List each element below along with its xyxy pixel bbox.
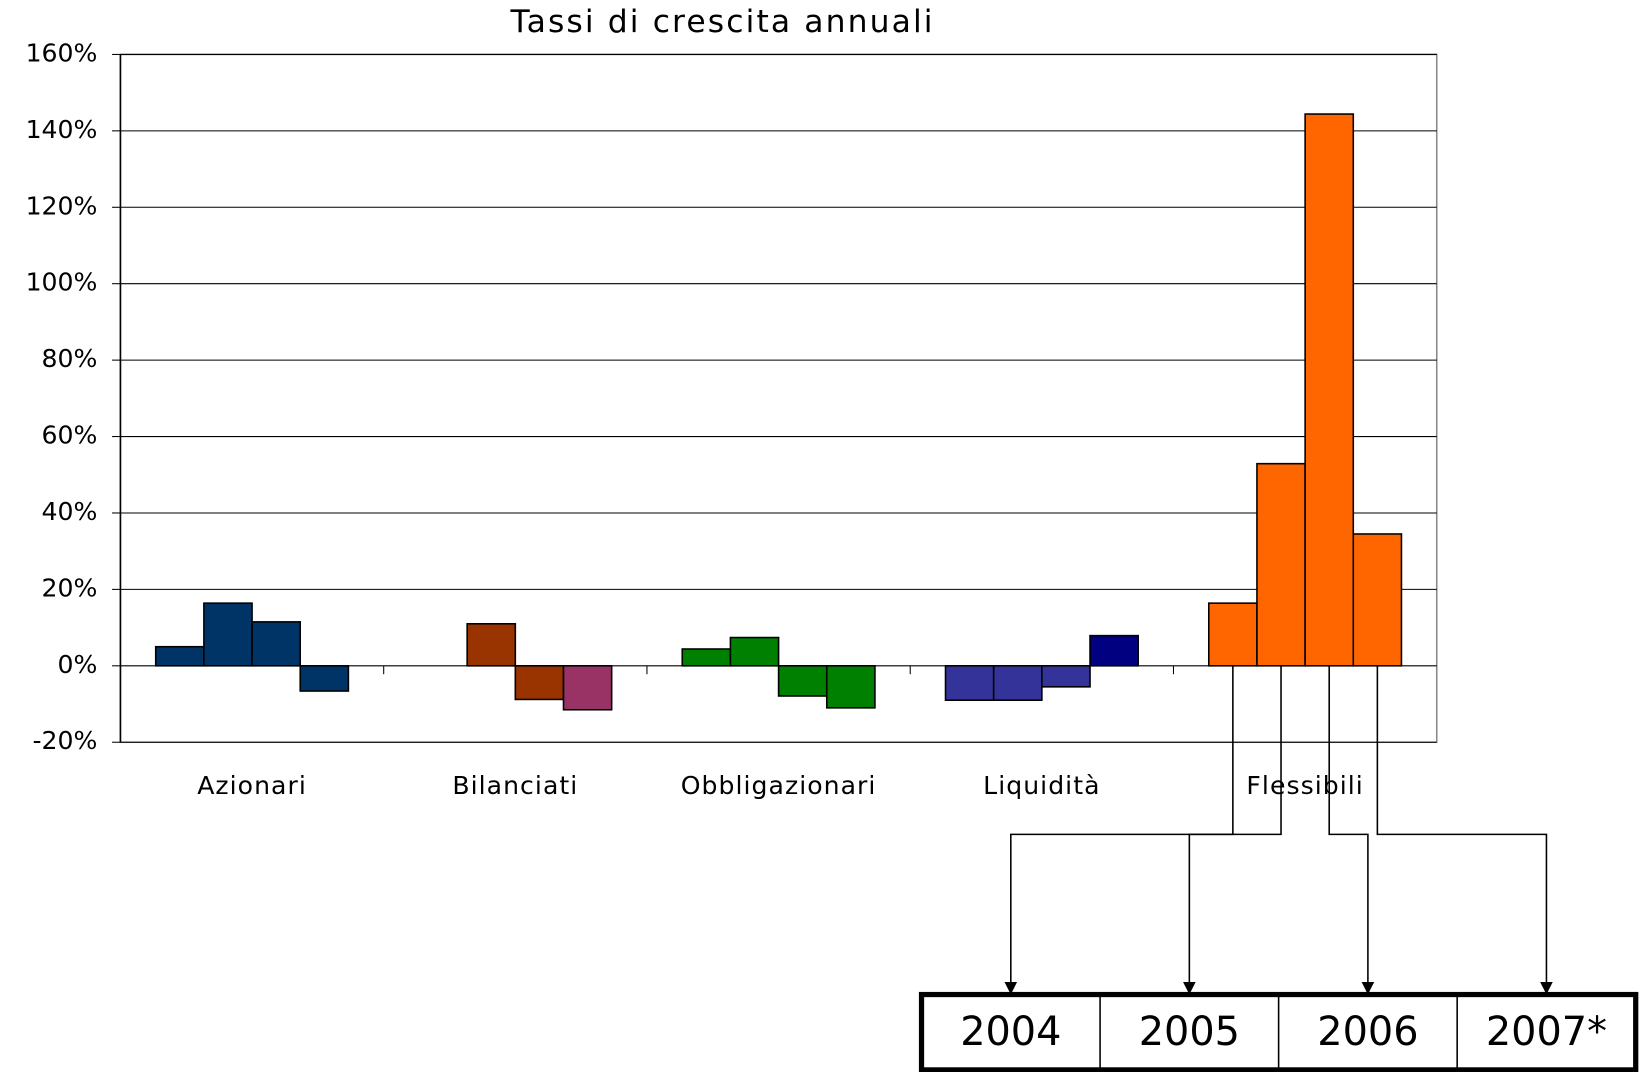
y-tick-label: 40% <box>42 497 98 526</box>
arrow-head <box>1004 981 1018 995</box>
legend-label: 2005 <box>1139 1009 1240 1055</box>
legend-label: 2004 <box>960 1009 1061 1055</box>
arrow-head <box>1183 981 1196 995</box>
x-tick-label: Azionari <box>197 771 307 800</box>
legend-arrow <box>1376 665 1548 987</box>
arrow-head <box>1361 981 1375 995</box>
chart-title: Tassi di crescita annuali <box>510 4 935 40</box>
y-tick-label: 160% <box>26 38 98 67</box>
x-tick-label: Obbligazionari <box>681 771 877 800</box>
bar <box>729 636 780 667</box>
legend-arrow <box>1010 665 1234 987</box>
bar <box>825 665 876 709</box>
y-tick-label: 140% <box>26 115 98 144</box>
bar <box>1256 462 1306 667</box>
bar <box>203 602 253 667</box>
bar <box>1041 665 1091 688</box>
legend-arrow <box>1188 665 1282 987</box>
arrow-head <box>1540 981 1553 995</box>
bar <box>944 665 995 701</box>
bar <box>562 665 613 711</box>
legend-label: 2007* <box>1486 1009 1607 1055</box>
bar <box>681 648 732 667</box>
y-tick-label: 120% <box>26 191 98 220</box>
y-tick-label: 80% <box>42 344 98 373</box>
y-tick-label: 60% <box>42 421 98 450</box>
y-tick-label: 0% <box>58 650 98 679</box>
y-tick-label: -20% <box>33 726 98 755</box>
y-tick-label: 20% <box>42 573 98 602</box>
x-tick-label: Liquidità <box>983 771 1100 800</box>
bar <box>514 665 565 701</box>
bar <box>299 665 350 692</box>
y-tick-label: 100% <box>26 268 98 297</box>
legend-label: 2006 <box>1317 1009 1418 1055</box>
bar <box>1304 113 1355 667</box>
bar <box>777 665 828 697</box>
bar <box>1352 533 1403 667</box>
bar <box>466 622 517 667</box>
x-tick-label: Bilanciati <box>452 771 578 800</box>
legend-arrow <box>1328 665 1369 987</box>
bar <box>1089 634 1139 667</box>
bar <box>154 645 205 667</box>
x-tick-label: Flessibili <box>1246 771 1363 800</box>
bar <box>1207 602 1258 667</box>
bar <box>251 621 302 667</box>
bar <box>992 665 1043 701</box>
